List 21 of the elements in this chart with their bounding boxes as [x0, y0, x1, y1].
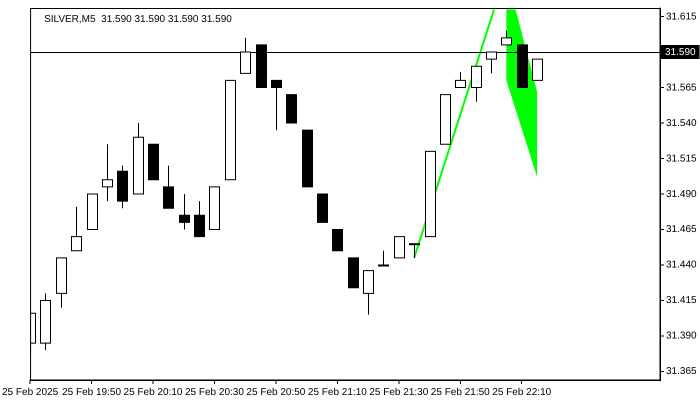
y-tick-label: 31.565	[666, 82, 698, 94]
x-tick-label: 25 Feb 21:50	[430, 386, 490, 398]
x-tick-label: 25 Feb 22:10	[492, 386, 552, 398]
x-tick-label: 25 Feb 20:10	[124, 386, 183, 398]
y-tick-label: 31.490	[666, 188, 698, 200]
y-tick-label: 31.615	[666, 11, 698, 22]
x-tick-label: 25 Feb 20:50	[246, 386, 306, 398]
y-tick-label: 31.540	[666, 118, 698, 129]
ref-line-label: 31.590	[665, 46, 696, 58]
y-tick-label: 31.390	[666, 330, 698, 342]
y-tick-label: 31.515	[666, 153, 698, 164]
y-tick-label: 31.415	[666, 295, 698, 306]
y-tick-label: 31.465	[666, 224, 698, 236]
text: SILVER,M5 31.590 31.590 31.590 31.590	[44, 14, 232, 25]
x-tick-label: 25 Feb 20:30	[184, 386, 244, 398]
x-tick-label: 25 Feb 2025	[2, 386, 59, 398]
y-tick-label: 31.365	[666, 366, 698, 378]
x-tick-label: 25 Feb 21:30	[369, 386, 429, 398]
y-tick-label: 31.440	[666, 260, 698, 271]
x-tick-label: 25 Feb 21:10	[308, 386, 368, 398]
x-tick-label: 25 Feb 19:50	[62, 386, 122, 398]
